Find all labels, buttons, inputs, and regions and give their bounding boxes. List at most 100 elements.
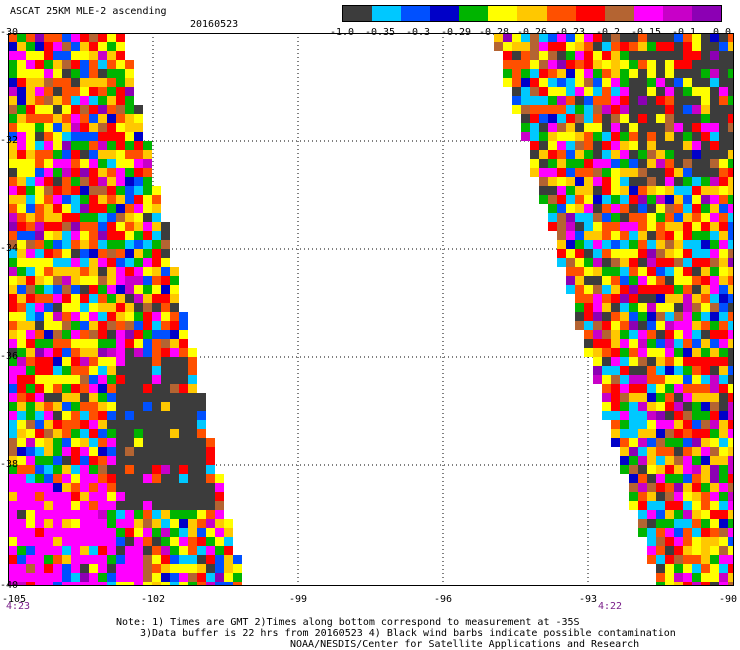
swath-cell: [44, 393, 53, 402]
swath-cell: [692, 294, 701, 303]
swath-cell: [611, 330, 620, 339]
swath-cell: [80, 339, 89, 348]
swath-cell: [125, 483, 134, 492]
swath-cell: [674, 483, 683, 492]
swath-cell: [62, 132, 71, 141]
swath-cell: [179, 474, 188, 483]
swath-cell: [593, 150, 602, 159]
swath-cell: [692, 33, 701, 42]
swath-cell: [665, 393, 674, 402]
swath-cell: [530, 168, 539, 177]
swath-cell: [539, 114, 548, 123]
swath-cell: [53, 411, 62, 420]
swath-cell: [134, 546, 143, 555]
swath-cell: [701, 528, 710, 537]
swath-cell: [710, 483, 719, 492]
swath-cell: [80, 447, 89, 456]
swath-cell: [161, 240, 170, 249]
swath-cell: [8, 546, 17, 555]
swath-cell: [170, 528, 179, 537]
swath-cell: [125, 213, 134, 222]
swath-cell: [17, 159, 26, 168]
swath-cell: [575, 276, 584, 285]
swath-cell: [26, 546, 35, 555]
swath-cell: [557, 123, 566, 132]
swath-cell: [170, 492, 179, 501]
swath-cell: [53, 384, 62, 393]
swath-cell: [701, 429, 710, 438]
swath-cell: [116, 537, 125, 546]
swath-cell: [215, 546, 224, 555]
swath-cell: [35, 285, 44, 294]
swath-cell: [179, 429, 188, 438]
swath-cell: [62, 285, 71, 294]
swath-cell: [143, 429, 152, 438]
swath-cell: [44, 537, 53, 546]
swath-cell: [62, 537, 71, 546]
swath-cell: [188, 456, 197, 465]
swath-cell: [539, 60, 548, 69]
swath-cell: [35, 573, 44, 582]
swath-cell: [44, 159, 53, 168]
swath-cell: [8, 465, 17, 474]
swath-cell: [44, 456, 53, 465]
swath-cell: [656, 168, 665, 177]
swath-cell: [584, 141, 593, 150]
swath-cell: [53, 123, 62, 132]
swath-cell: [125, 204, 134, 213]
swath-cell: [728, 456, 734, 465]
swath-cell: [566, 168, 575, 177]
swath-cell: [638, 186, 647, 195]
swath-cell: [170, 294, 179, 303]
swath-cell: [629, 285, 638, 294]
swath-cell: [674, 186, 683, 195]
swath-cell: [116, 186, 125, 195]
swath-cell: [611, 150, 620, 159]
swath-cell: [674, 96, 683, 105]
swath-cell: [710, 213, 719, 222]
swath-cell: [26, 573, 35, 582]
swath-cell: [89, 78, 98, 87]
swath-cell: [89, 285, 98, 294]
swath-cell: [548, 42, 557, 51]
swath-cell: [530, 123, 539, 132]
swath-cell: [134, 402, 143, 411]
swath-cell: [80, 375, 89, 384]
swath-cell: [35, 168, 44, 177]
swath-cell: [215, 528, 224, 537]
swath-cell: [566, 132, 575, 141]
swath-cell: [44, 105, 53, 114]
swath-cell: [152, 438, 161, 447]
swath-cell: [161, 519, 170, 528]
swath-cell: [719, 357, 728, 366]
swath-cell: [638, 258, 647, 267]
swath-cell: [683, 276, 692, 285]
swath-cell: [26, 339, 35, 348]
swath-cell: [665, 204, 674, 213]
swath-cell: [674, 411, 683, 420]
swath-cell: [89, 249, 98, 258]
swath-cell: [539, 168, 548, 177]
swath-cell: [701, 186, 710, 195]
swath-cell: [53, 438, 62, 447]
swath-cell: [647, 168, 656, 177]
swath-cell: [35, 267, 44, 276]
swath-cell: [134, 258, 143, 267]
swath-cell: [107, 150, 116, 159]
swath-cell: [665, 465, 674, 474]
swath-cell: [17, 213, 26, 222]
swath-cell: [161, 537, 170, 546]
swath-cell: [8, 240, 17, 249]
swath-cell: [593, 96, 602, 105]
swath-cell: [584, 195, 593, 204]
swath-cell: [62, 501, 71, 510]
swath-cell: [134, 213, 143, 222]
swath-cell: [557, 213, 566, 222]
swath-cell: [26, 141, 35, 150]
swath-cell: [116, 141, 125, 150]
swath-cell: [98, 213, 107, 222]
swath-cell: [170, 564, 179, 573]
swath-cell: [89, 348, 98, 357]
swath-cell: [584, 60, 593, 69]
swath-cell: [179, 582, 188, 586]
